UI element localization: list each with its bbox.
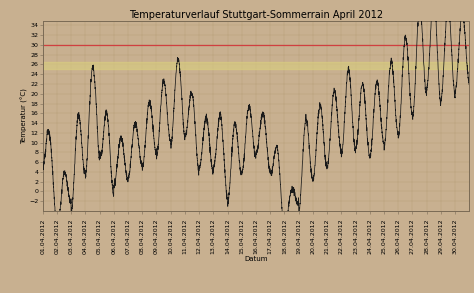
Bar [43,62,469,69]
Y-axis label: Temperatur (°C): Temperatur (°C) [21,88,28,144]
Title: Temperaturverlauf Stuttgart-Sommerrain April 2012: Temperaturverlauf Stuttgart-Sommerrain A… [129,10,383,20]
X-axis label: Datum: Datum [244,255,268,262]
